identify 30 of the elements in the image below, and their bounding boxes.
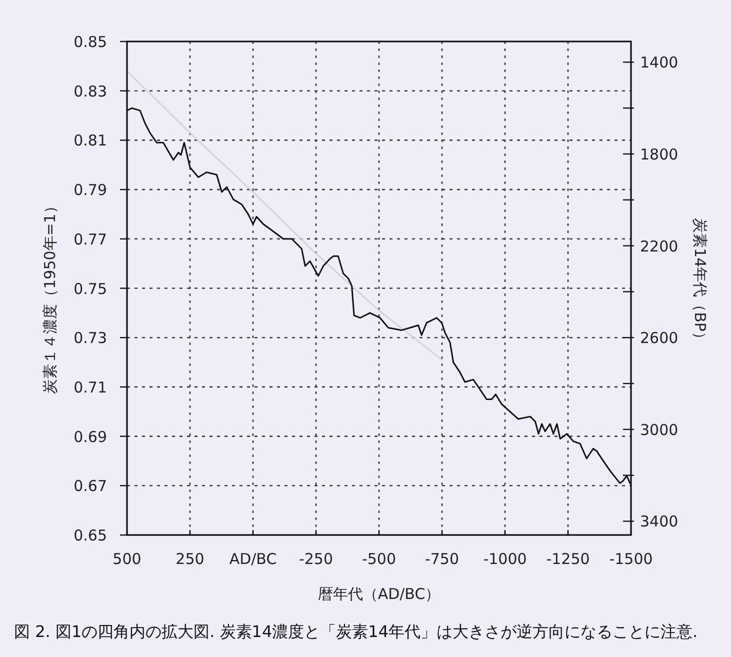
x-tick-label: -500 [362, 550, 396, 568]
y-tick-label: 0.69 [74, 428, 107, 446]
y-tick-label: 0.81 [74, 132, 107, 150]
x-tick-label: 250 [176, 550, 204, 568]
y2-tick-label: 1800 [640, 145, 678, 164]
y-tick-label: 0.73 [74, 329, 107, 348]
y-tick-label: 0.67 [74, 477, 107, 496]
x-tick-label: 500 [112, 550, 142, 568]
x-tick-label: -1250 [546, 550, 590, 568]
y2-axis-title: 炭素14年代（BP） [691, 218, 709, 346]
y-tick-label: 0.71 [74, 378, 107, 396]
y2-tick-label: 1400 [640, 54, 678, 72]
y-tick-label: 0.65 [74, 526, 107, 544]
y2-tick-label: 2600 [640, 329, 678, 348]
y-axis-title: 炭素１４濃度（1950年=1） [41, 198, 59, 394]
caption: 図 2. 図1の四角内の拡大図. 炭素14濃度と「炭素14年代」は大きさが逆方向になることに注意. [14, 622, 698, 641]
x-tick-label: -250 [298, 550, 334, 568]
y-tick-label: 0.77 [74, 230, 107, 248]
x-tick-label: AD/BC [229, 550, 277, 568]
y2-tick-label: 3400 [640, 512, 678, 531]
x-tick-label: -750 [424, 550, 460, 568]
y2-tick-label: 3000 [640, 420, 678, 439]
y-tick-label: 0.79 [74, 181, 107, 200]
x-axis-title: 暦年代（AD/BC） [318, 585, 440, 603]
x-tick-label: -1500 [609, 550, 653, 568]
y-tick-label: 0.83 [74, 82, 107, 100]
y-tick-label: 0.85 [74, 33, 107, 51]
y-tick-label: 0.75 [74, 280, 107, 298]
y2-tick-label: 2200 [640, 237, 678, 256]
x-tick-label: -1000 [483, 550, 527, 568]
